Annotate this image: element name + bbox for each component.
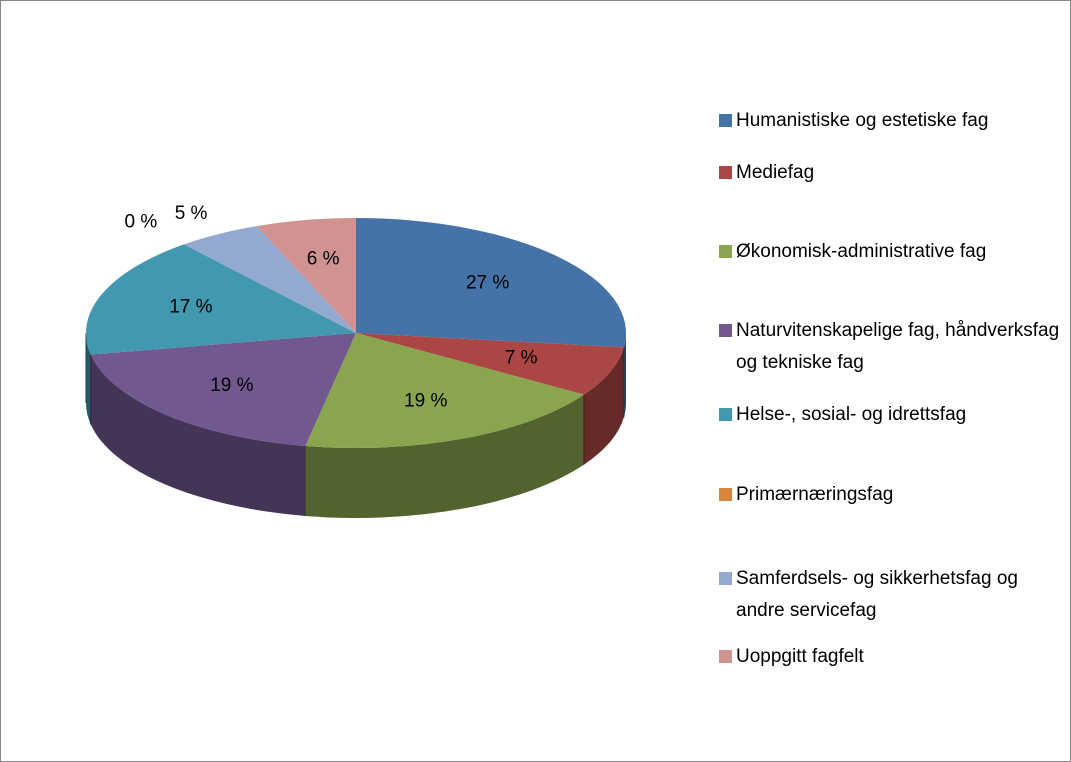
data-label: 19 % <box>210 375 253 396</box>
legend-swatch <box>719 572 732 585</box>
legend-label: Helse-, sosial- og idrettsfag <box>736 404 967 425</box>
legend-item: Samferdsels- og sikkerhetsfag og andre s… <box>719 563 1059 627</box>
slice-side <box>86 333 91 425</box>
data-label: 0 % <box>124 211 157 232</box>
slice <box>256 218 356 333</box>
legend-label: Uoppgitt fagfelt <box>736 646 864 667</box>
pie-chart: 27 % 7 % 19 % 19 % 17 % 0 % 5 % 6 % <box>85 203 627 518</box>
legend-swatch <box>719 245 732 258</box>
slice <box>85 244 356 355</box>
data-label: 7 % <box>505 347 538 368</box>
slice-side <box>623 333 626 418</box>
legend-item: Primærnæringsfag <box>719 479 1059 511</box>
legend-label: Humanistiske og estetiske fag <box>736 110 989 131</box>
legend-swatch <box>719 488 732 501</box>
slice-side <box>305 394 584 518</box>
legend-label: Primærnæringsfag <box>736 484 894 505</box>
legend-label: Økonomisk-administrative fag <box>736 241 987 262</box>
legend-item: Økonomisk-administrative fag <box>719 236 1059 268</box>
slice-side <box>583 347 624 465</box>
slice-side <box>90 354 306 516</box>
data-label: 19 % <box>404 391 447 412</box>
slice <box>356 333 624 395</box>
legend-swatch <box>719 650 732 663</box>
slice <box>305 333 584 448</box>
legend-label: Samferdsels- og sikkerhetsfag og andre s… <box>736 568 1018 621</box>
legend-item: Humanistiske og estetiske fag <box>719 105 1059 137</box>
slice <box>90 333 356 446</box>
legend-label: Naturvitenskapelige fag, håndverksfag og… <box>736 320 1060 373</box>
slice <box>356 218 627 348</box>
data-label: 17 % <box>169 297 212 318</box>
data-label: 5 % <box>175 203 208 224</box>
legend-item: Uoppgitt fagfelt <box>719 641 1059 673</box>
slice <box>183 226 356 333</box>
legend-label: Mediefag <box>736 162 815 183</box>
data-label: 6 % <box>307 249 340 270</box>
legend-swatch <box>719 114 732 127</box>
legend-item: Helse-, sosial- og idrettsfag <box>719 399 1059 431</box>
legend-item: Naturvitenskapelige fag, håndverksfag og… <box>719 315 1059 379</box>
legend-swatch <box>719 324 732 337</box>
legend-swatch <box>719 408 732 421</box>
data-label: 27 % <box>466 273 509 294</box>
legend-swatch <box>719 166 732 179</box>
legend-item: Mediefag <box>719 157 1059 189</box>
